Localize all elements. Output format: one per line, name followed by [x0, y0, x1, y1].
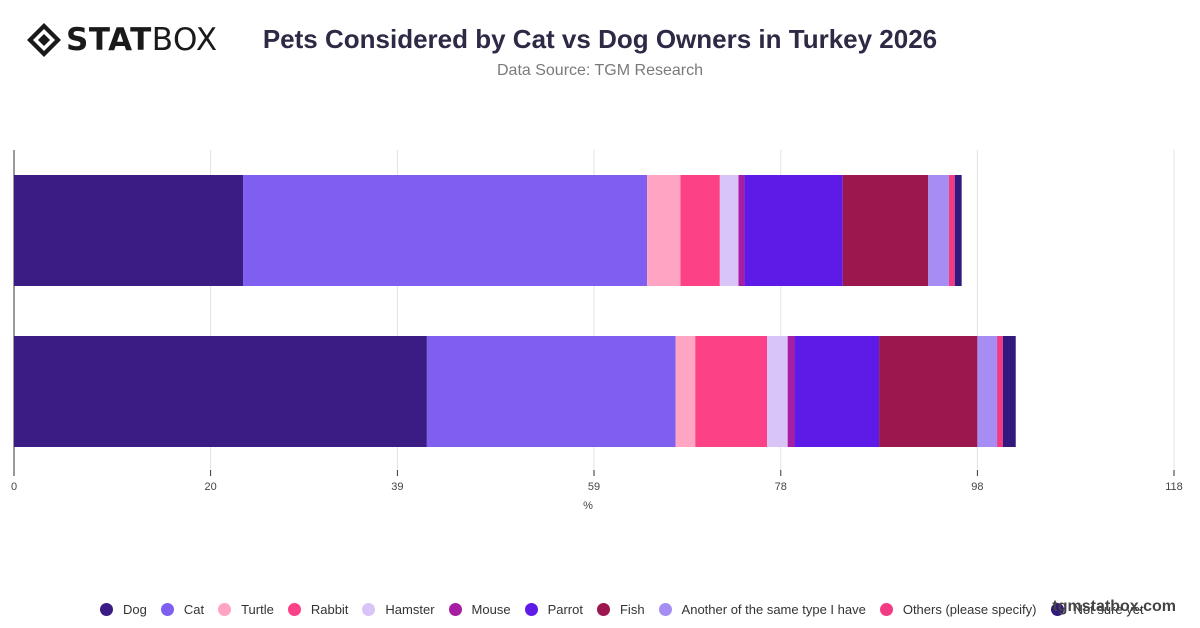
legend-dot-icon: [596, 603, 610, 616]
logo-text-bold: STAT: [66, 22, 152, 58]
bar-segment-turtle: [675, 336, 696, 447]
bar-segment-rabbit: [680, 175, 720, 286]
legend-dot-icon: [448, 603, 462, 616]
legend-item[interactable]: Fish: [596, 602, 645, 617]
legend-label: Hamster: [385, 602, 435, 617]
chart-subtitle: Data Source: TGM Research: [496, 62, 703, 79]
x-tick-label: 20: [204, 481, 216, 493]
bar-segment-cat: [426, 336, 676, 447]
bar-segment-fish: [879, 336, 978, 447]
x-tick-label: 118: [1165, 481, 1183, 493]
bar-segment-hamster: [719, 175, 739, 286]
bar-segment-parrot: [794, 336, 880, 447]
bar-segment-mouse: [738, 175, 745, 286]
x-tick-label: 59: [588, 481, 600, 493]
bar-segment-fish: [842, 175, 929, 286]
legend-dot-icon: [1050, 603, 1064, 616]
legend-item[interactable]: Cat: [160, 602, 205, 617]
legend-label: Not sure yet: [1073, 602, 1144, 617]
statbox-logo: STATBOX: [26, 22, 218, 58]
legend-label: Parrot: [547, 602, 583, 617]
bar-segment-dog: [14, 336, 427, 447]
diamond-logo-icon: [27, 23, 61, 57]
bar-segment-others-please-specify: [997, 336, 1003, 447]
bar-segment-rabbit: [695, 336, 768, 447]
legend-label: Turtle: [241, 602, 274, 617]
bar-segment-mouse: [787, 336, 795, 447]
chart-title: Pets Considered by Cat vs Dog Owners in …: [262, 24, 938, 54]
logo-text-light: BOX: [151, 22, 218, 58]
bar-segment-cat: [243, 175, 648, 286]
legend-dot-icon: [218, 603, 232, 616]
chart-legend: Dog Cat Turtle Rabbit Hamster Mouse Parrot Fish…: [100, 602, 1158, 617]
legend-dot-icon: [658, 603, 672, 616]
legend-label: Fish: [619, 602, 645, 617]
x-tick-label: 0: [11, 481, 17, 493]
legend-item[interactable]: Turtle: [218, 602, 274, 617]
watermark: tgmstatbox.com: [1052, 598, 1176, 615]
legend-item[interactable]: Parrot: [524, 602, 583, 617]
legend-item[interactable]: Others (please specify): [879, 602, 1037, 617]
legend-item[interactable]: Rabbit: [287, 602, 349, 617]
x-tick-label: 78: [775, 481, 787, 493]
legend-label: Mouse: [471, 602, 511, 617]
legend-dot-icon: [879, 603, 893, 616]
bar-segment-another-of-the-same-type-i-have: [977, 336, 998, 447]
legend-item[interactable]: Not sure yet: [1050, 602, 1144, 617]
bar-segment-not-sure-yet: [954, 175, 962, 286]
legend-label: Cat: [183, 602, 205, 617]
bar-segment-dog: [14, 175, 244, 286]
bar-segment-others-please-specify: [948, 175, 955, 286]
x-tick-label: 39: [391, 481, 403, 493]
x-tick-label: 98: [971, 481, 983, 493]
legend-dot-icon: [160, 603, 174, 616]
legend-label: Another of the same type I have: [681, 602, 866, 617]
legend-label: Rabbit: [310, 602, 349, 617]
x-axis-label: %: [583, 500, 593, 512]
legend-item[interactable]: Dog: [100, 602, 147, 617]
legend-label: Others (please specify): [902, 602, 1037, 617]
stacked-bar-chart: 0 20 39 59 78 98 118%: [11, 150, 1183, 512]
bar-segment-not-sure-yet: [1002, 336, 1016, 447]
legend-item[interactable]: Mouse: [448, 602, 511, 617]
legend-item[interactable]: Another of the same type I have: [658, 602, 866, 617]
legend-dot-icon: [100, 603, 113, 616]
bar-segment-another-of-the-same-type-i-have: [928, 175, 949, 286]
logo-text: STATBOX: [66, 22, 218, 58]
legend-label: Dog: [123, 602, 147, 617]
legend-dot-icon: [287, 603, 301, 616]
legend-item[interactable]: Hamster: [362, 602, 435, 617]
legend-dot-icon: [362, 603, 376, 616]
legend-dot-icon: [524, 603, 538, 616]
bar-segment-parrot: [744, 175, 843, 286]
bar-segment-turtle: [647, 175, 681, 286]
bar-segment-hamster: [767, 336, 788, 447]
